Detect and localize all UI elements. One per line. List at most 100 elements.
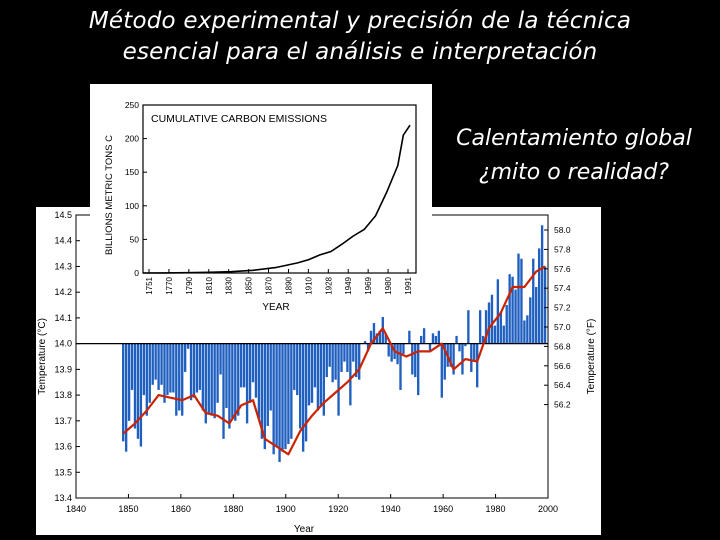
slide-subtitle-line-2: ¿mito o realidad?	[478, 160, 670, 185]
temperature-bar	[384, 333, 387, 344]
temperature-bar	[532, 258, 535, 344]
y-tick-label: 13.8	[54, 390, 72, 400]
temperature-bar	[319, 343, 323, 406]
temperature-bar	[431, 333, 435, 344]
x-tick-label: 1920	[328, 504, 348, 514]
temperature-bar	[490, 294, 494, 344]
temperature-bar	[169, 343, 172, 393]
temperature-bar	[514, 289, 517, 344]
temperature-bar	[396, 343, 399, 365]
temperature-bar	[529, 297, 532, 344]
carbon-x-tick-label: 1980	[384, 276, 393, 294]
x-tick-label: 1860	[171, 504, 191, 514]
temperature-bar	[172, 343, 175, 393]
carbon-plot-frame	[142, 104, 417, 274]
temperature-bar	[151, 343, 154, 385]
y-right-tick-label: 57.8	[554, 244, 571, 254]
slide-subtitle-line-1: Calentamiento global	[456, 126, 692, 151]
carbon-x-tick-label: 1751	[145, 276, 154, 294]
y-right-tick-label: 58.0	[554, 225, 571, 235]
y-right-tick-label: 56.4	[554, 380, 571, 390]
temperature-bar	[254, 343, 258, 398]
y-tick-label: 14.0	[54, 339, 72, 349]
temperature-bar	[310, 343, 314, 403]
temperature-bar	[455, 335, 458, 344]
carbon-emissions-line	[142, 124, 411, 274]
temperature-bar	[296, 343, 299, 396]
carbon-x-tick-label: 1991	[404, 276, 413, 294]
temperature-bar	[378, 330, 382, 344]
slide-title-line-1: Método experimental y precisión de la té…	[88, 8, 632, 34]
temperature-bar	[299, 343, 302, 429]
temperature-bar	[343, 343, 346, 362]
temperature-bar	[136, 343, 140, 439]
temperature-bar	[154, 343, 157, 380]
y-right-tick-label: 56.6	[554, 361, 571, 371]
temperature-bar	[484, 310, 488, 344]
temperature-bar	[248, 343, 252, 403]
temperature-bar	[160, 343, 163, 385]
temperature-bar	[508, 274, 511, 344]
temperature-bar	[201, 343, 205, 411]
y-axis-label: Temperature (°C)	[37, 318, 48, 395]
y-right-tick-label: 56.8	[554, 341, 571, 351]
temperature-bar	[499, 312, 502, 344]
temperature-bar	[198, 343, 202, 390]
temperature-bar	[478, 310, 482, 344]
temperature-bar	[537, 248, 541, 344]
x-tick-label: 2000	[538, 504, 558, 514]
temperature-bar	[543, 266, 547, 344]
y-tick-label: 13.5	[54, 467, 72, 477]
temperature-bar	[307, 343, 311, 406]
carbon-x-tick-label: 1810	[205, 276, 214, 294]
y-tick-label: 13.7	[54, 416, 72, 426]
carbon-x-axis-label: YEAR	[262, 302, 289, 313]
temperature-bar	[231, 343, 234, 419]
temperature-bar	[186, 343, 190, 349]
carbon-x-tick-label: 1790	[185, 276, 194, 294]
temperature-bar	[284, 343, 287, 450]
temperature-bar	[301, 343, 305, 452]
temperature-bar	[417, 343, 420, 396]
temperature-bar	[210, 343, 213, 416]
x-tick-label: 1980	[486, 504, 506, 514]
temperature-bar	[458, 343, 461, 352]
temperature-bar	[237, 343, 240, 416]
x-tick-label: 1940	[381, 504, 401, 514]
temperature-bar	[467, 310, 470, 344]
carbon-x-tick-label: 1830	[225, 276, 234, 294]
temperature-bar	[325, 343, 328, 378]
y-tick-label: 14.3	[54, 261, 72, 271]
slide-subtitle: Calentamiento global ¿mito o realidad?	[434, 122, 714, 190]
temperature-bar	[464, 343, 467, 347]
temperature-bar	[163, 343, 166, 403]
temperature-bar	[257, 343, 261, 419]
temperature-bar	[419, 335, 423, 344]
temperature-bar	[195, 343, 199, 393]
temperature-bar	[127, 343, 131, 421]
temperature-bar	[242, 343, 246, 388]
y-right-tick-label: 57.0	[554, 322, 571, 332]
temperature-bar	[349, 343, 352, 406]
temperature-bar	[178, 343, 181, 411]
y-right-tick-label: 57.6	[554, 264, 571, 274]
carbon-x-tick-label: 1949	[344, 276, 353, 294]
slide-title-line-2: esencial para el análisis e interpretaci…	[122, 39, 598, 65]
temperature-bar	[287, 343, 290, 444]
temperature-bar	[213, 343, 216, 419]
temperature-bar	[481, 335, 485, 344]
y-tick-label: 14.4	[54, 236, 72, 246]
temperature-bar	[358, 343, 361, 380]
temperature-bar	[502, 325, 505, 344]
y-right-axis-label: Temperature (°F)	[586, 319, 597, 395]
y-tick-label: 14.5	[54, 210, 72, 220]
temperature-bar	[337, 343, 340, 416]
temperature-bar	[183, 343, 187, 372]
temperature-bar	[266, 343, 269, 426]
temperature-bar	[331, 343, 334, 383]
temperature-bar	[452, 343, 455, 375]
temperature-bar	[130, 343, 134, 390]
carbon-y-tick-label: 250	[125, 100, 139, 110]
temperature-bar	[189, 343, 193, 401]
carbon-y-tick-label: 200	[125, 134, 139, 144]
